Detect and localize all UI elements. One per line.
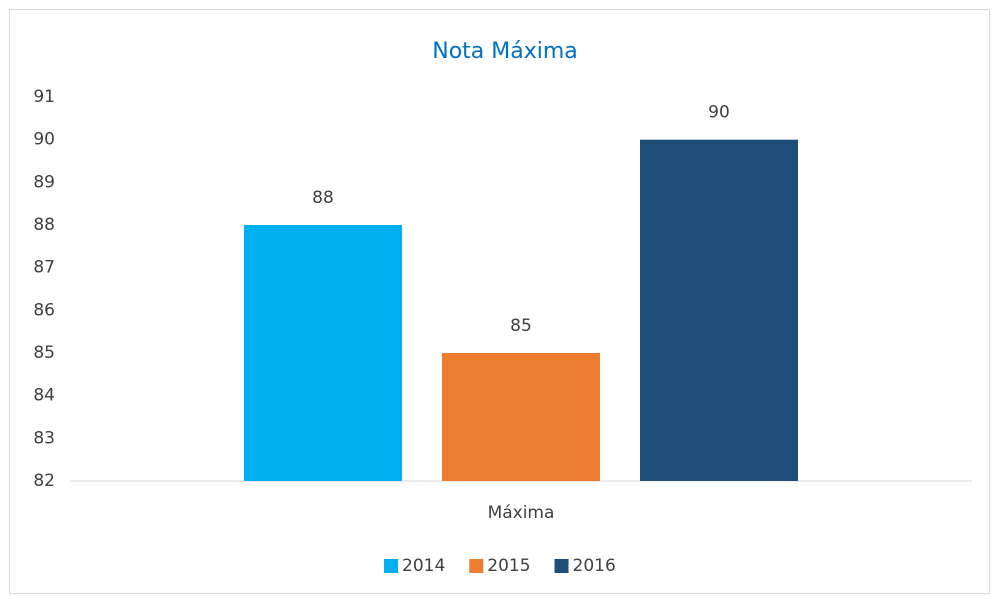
- bar: [640, 139, 798, 481]
- y-tick-label: 84: [33, 386, 55, 406]
- y-tick-label: 86: [33, 300, 55, 320]
- legend-swatch: [554, 559, 569, 573]
- bar: [442, 353, 600, 481]
- legend-label: 2016: [573, 556, 616, 576]
- y-tick-label: 87: [33, 258, 55, 278]
- data-label: 88: [312, 188, 334, 208]
- legend-swatch: [469, 559, 484, 573]
- legend-label: 2015: [487, 556, 530, 576]
- y-tick-label: 89: [33, 172, 55, 192]
- bar: [244, 225, 402, 481]
- chart-border: [9, 9, 990, 594]
- y-tick-label: 90: [33, 130, 55, 150]
- data-label: 85: [510, 316, 532, 336]
- legend-swatch: [384, 559, 398, 573]
- legend-label: 2014: [402, 556, 445, 576]
- chart-title: Nota Máxima: [432, 39, 578, 64]
- y-tick-label: 88: [33, 215, 55, 235]
- y-tick-label: 82: [33, 471, 55, 491]
- y-tick-label: 85: [33, 343, 55, 363]
- y-tick-label: 91: [33, 87, 55, 107]
- x-tick-label: Máxima: [488, 503, 555, 523]
- data-label: 90: [708, 103, 730, 123]
- y-tick-label: 83: [33, 428, 55, 448]
